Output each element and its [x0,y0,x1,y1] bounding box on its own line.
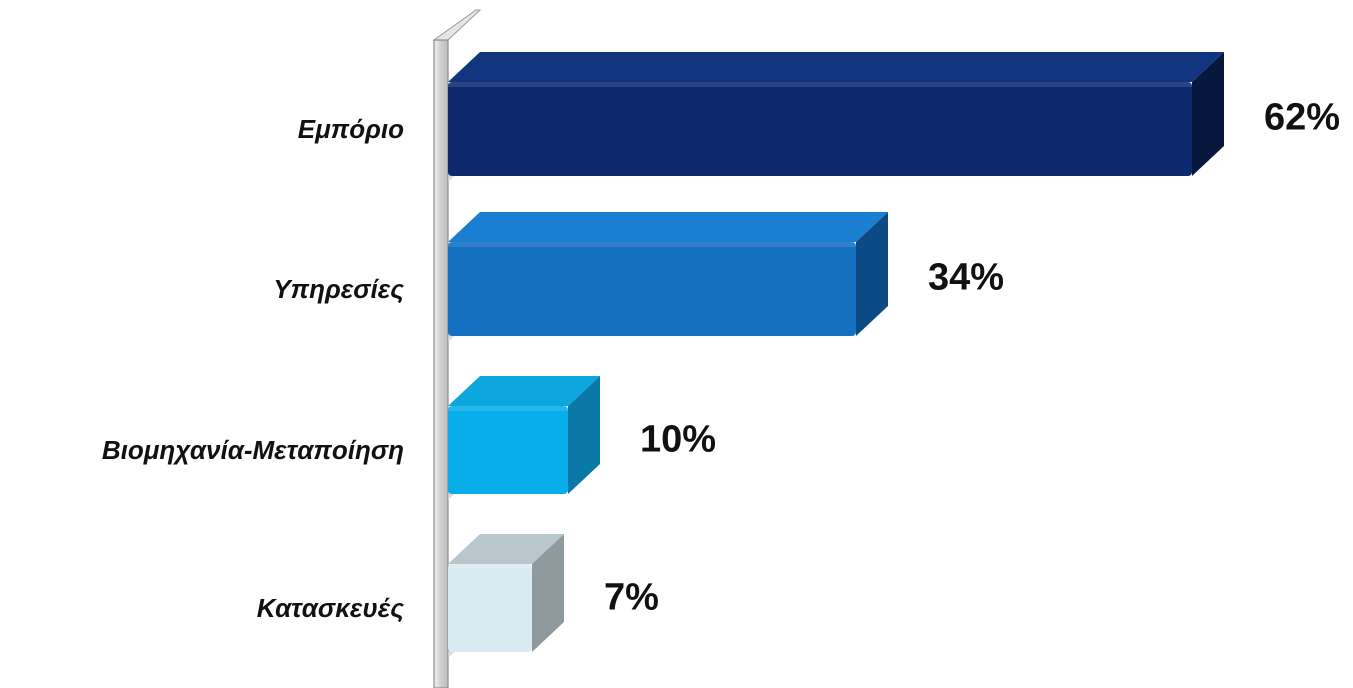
bar-3 [448,376,600,494]
axis-wall-top [432,9,482,41]
axis-wall [433,39,449,688]
bar-front-face [448,406,568,494]
bar-front-face [448,564,532,652]
bar-highlight [448,242,856,247]
bar-highlight [448,406,568,411]
bar-side-face [532,534,564,652]
bar-top-face [448,534,564,564]
bar-top-face [448,52,1224,82]
category-label: Εμπόριο [298,114,404,144]
bar-top-face [448,212,888,242]
bar-side-face [856,212,888,336]
bar-side-face [568,376,600,494]
labels: Εμπόριο 62% Υπηρεσίες 34% Βιομηχανία-Μεταποί… [102,97,1340,623]
value-label: 10% [640,418,716,460]
value-label: 34% [928,257,1004,299]
bar-highlight [448,82,1192,87]
bar-side-face [1192,52,1224,176]
bar-front-face [448,82,1192,176]
bars [448,52,1224,652]
value-label: 7% [604,576,659,618]
bar-highlight [448,564,532,569]
bar-4 [448,534,564,652]
value-label: 62% [1264,97,1340,139]
bar-1 [448,52,1224,176]
category-label: Υπηρεσίες [273,274,404,304]
bar-front-face [448,242,856,336]
category-label: Κατασκευές [257,593,404,623]
bar-2 [448,212,888,336]
bar-top-face [448,376,600,406]
category-label: Βιομηχανία-Μεταποίηση [102,435,404,465]
